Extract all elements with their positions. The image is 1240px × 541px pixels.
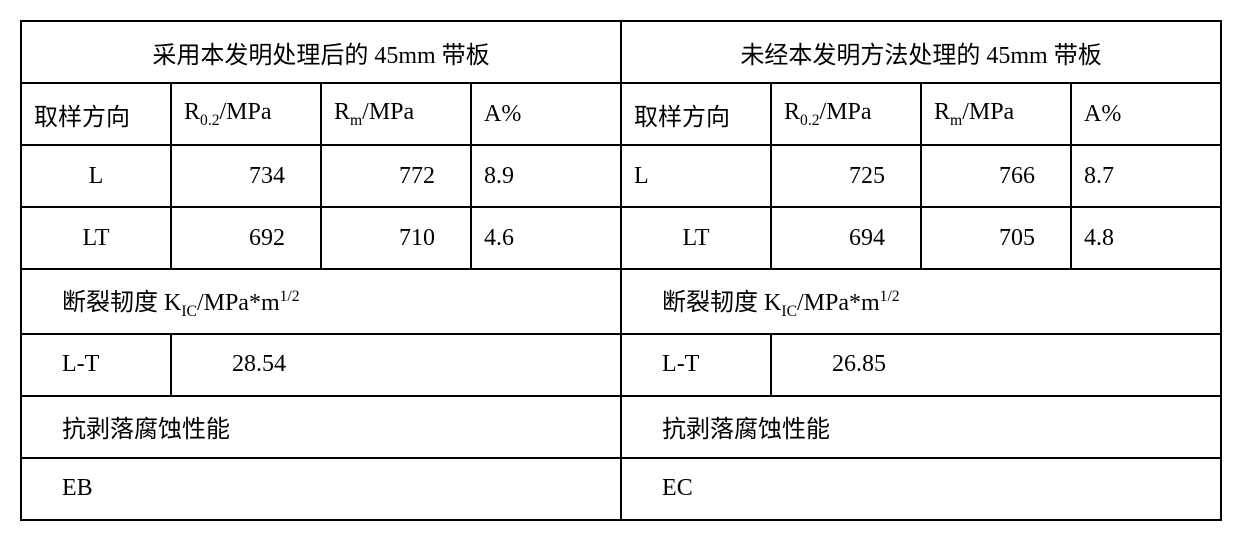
cell: 8.7 <box>1071 145 1221 207</box>
col-header: A% <box>471 83 621 145</box>
cell: L-T <box>21 334 171 396</box>
cell: LT <box>621 207 771 269</box>
cell: 692 <box>171 207 321 269</box>
cell: 694 <box>771 207 921 269</box>
table-row: EB EC <box>21 458 1221 520</box>
cell: 28.54 <box>171 334 621 396</box>
table-row: 断裂韧度 KIC/MPa*m1/2 断裂韧度 KIC/MPa*m1/2 <box>21 269 1221 334</box>
cell: 8.9 <box>471 145 621 207</box>
table-row: L 734 772 8.9 L 725 766 8.7 <box>21 145 1221 207</box>
corrosion-value: EB <box>21 458 621 520</box>
fracture-label: 断裂韧度 KIC/MPa*m1/2 <box>21 269 621 334</box>
table-row: 抗剥落腐蚀性能 抗剥落腐蚀性能 <box>21 396 1221 458</box>
cell: 734 <box>171 145 321 207</box>
table-row: L-T 28.54 L-T 26.85 <box>21 334 1221 396</box>
fracture-label: 断裂韧度 KIC/MPa*m1/2 <box>621 269 1221 334</box>
col-header: Rm/MPa <box>321 83 471 145</box>
comparison-table: 采用本发明处理后的 45mm 带板 未经本发明方法处理的 45mm 带板 取样方… <box>20 20 1222 521</box>
cell: L-T <box>621 334 771 396</box>
cell: 4.8 <box>1071 207 1221 269</box>
table-row: 采用本发明处理后的 45mm 带板 未经本发明方法处理的 45mm 带板 <box>21 21 1221 83</box>
cell: 26.85 <box>771 334 1221 396</box>
corrosion-label: 抗剥落腐蚀性能 <box>621 396 1221 458</box>
table-row: 取样方向 R0.2/MPa Rm/MPa A% 取样方向 R0.2/MPa Rm… <box>21 83 1221 145</box>
col-header: 取样方向 <box>621 83 771 145</box>
cell: 705 <box>921 207 1071 269</box>
cell: LT <box>21 207 171 269</box>
cell: 766 <box>921 145 1071 207</box>
left-title: 采用本发明处理后的 45mm 带板 <box>21 21 621 83</box>
table-row: LT 692 710 4.6 LT 694 705 4.8 <box>21 207 1221 269</box>
col-header: A% <box>1071 83 1221 145</box>
col-header: 取样方向 <box>21 83 171 145</box>
col-header: Rm/MPa <box>921 83 1071 145</box>
cell: 772 <box>321 145 471 207</box>
cell: L <box>21 145 171 207</box>
col-header: R0.2/MPa <box>171 83 321 145</box>
cell: 4.6 <box>471 207 621 269</box>
col-header: R0.2/MPa <box>771 83 921 145</box>
cell: L <box>621 145 771 207</box>
cell: 725 <box>771 145 921 207</box>
corrosion-value: EC <box>621 458 1221 520</box>
corrosion-label: 抗剥落腐蚀性能 <box>21 396 621 458</box>
cell: 710 <box>321 207 471 269</box>
right-title: 未经本发明方法处理的 45mm 带板 <box>621 21 1221 83</box>
